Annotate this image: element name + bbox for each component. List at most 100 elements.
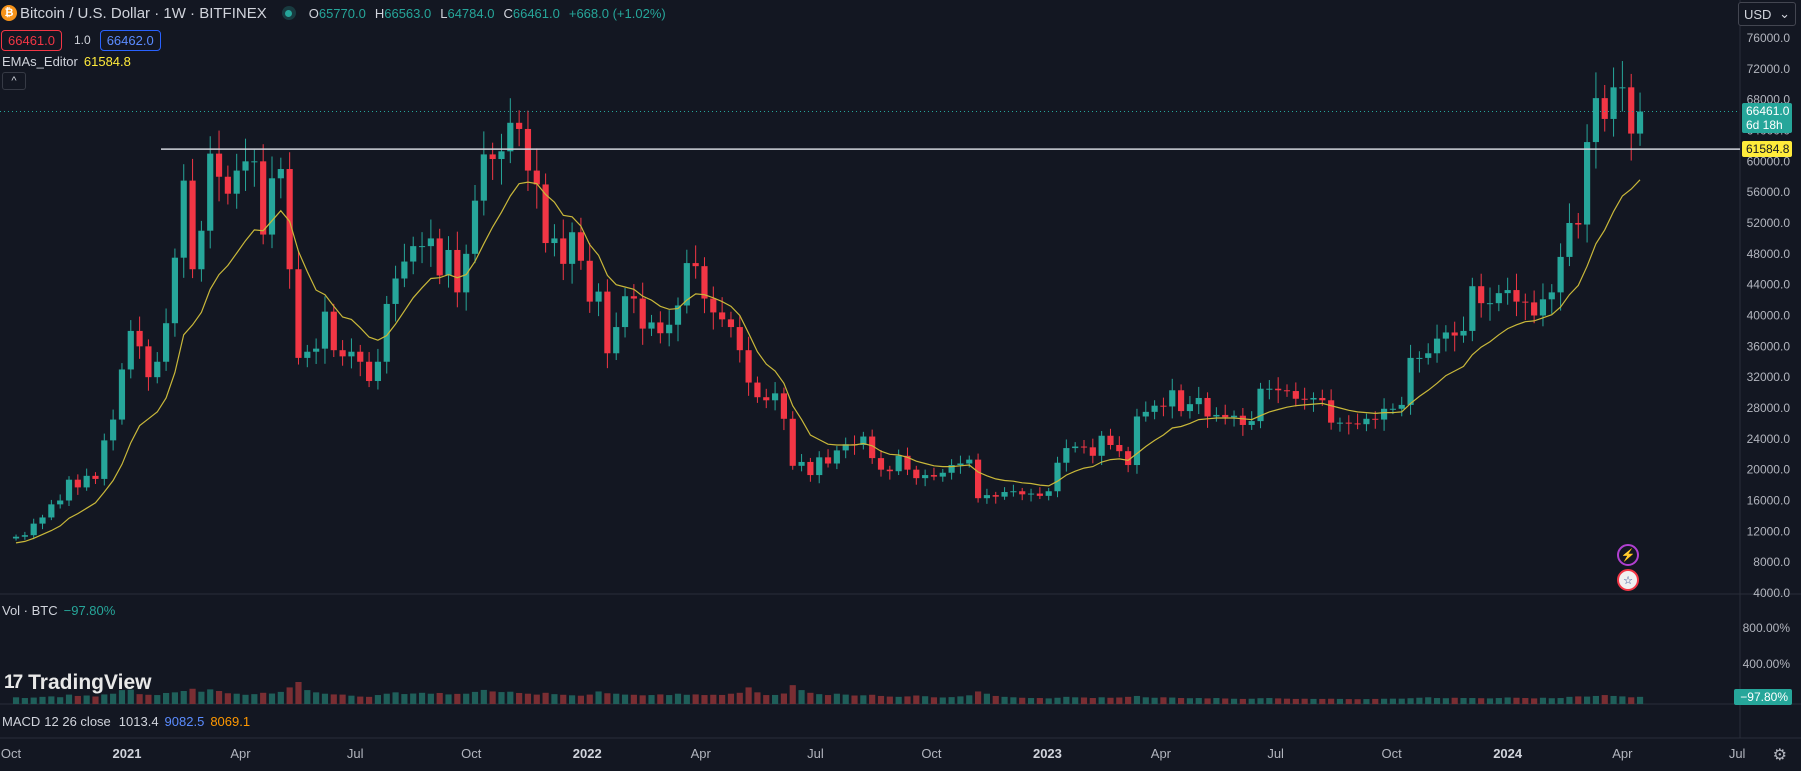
lightning-icon[interactable]: ⚡ [1617, 544, 1639, 566]
volume-bar [295, 682, 302, 704]
price-tick-label: 52000.0 [1747, 216, 1791, 230]
candle-body [480, 154, 487, 201]
close-label: C [503, 5, 513, 21]
sell-button[interactable]: 66461.0 [1, 29, 62, 51]
volume-bar [57, 697, 64, 704]
candle-body [1239, 415, 1246, 425]
volume-bar [674, 693, 682, 704]
volume-bar [922, 696, 929, 704]
time-axis-label: Jul [347, 746, 364, 761]
candle-body [1380, 408, 1388, 420]
candle-body [1372, 418, 1379, 420]
volume-bar [242, 694, 249, 704]
candle-body [1478, 286, 1485, 304]
volume-bar [286, 687, 293, 704]
candle-body [101, 440, 108, 479]
volume-bar [639, 695, 646, 704]
volume-bar [939, 697, 946, 704]
macd-legend[interactable]: MACD 12 26 close 1013.4 9082.5 8069.1 [2, 714, 250, 729]
symbol-title[interactable]: Bitcoin / U.S. Dollar · 1W · BITFINEX [20, 4, 267, 22]
volume-bar [613, 693, 620, 704]
candle-body [365, 361, 373, 382]
candle-body [1531, 302, 1538, 316]
ohlc-values: O65770.0 H66563.0 L64784.0 C66461.0 +668… [309, 6, 666, 21]
candle-body [1539, 299, 1547, 316]
candle-body [498, 151, 505, 160]
gear-icon[interactable]: ⚙ [1772, 747, 1787, 764]
volume-bar [930, 697, 938, 704]
volume-bar [904, 696, 911, 704]
volume-bar [1636, 696, 1644, 704]
volume-bar [533, 694, 540, 704]
volume-bar [260, 692, 267, 704]
volume-bar [877, 695, 885, 704]
candle-body [1089, 447, 1096, 456]
volume-bar [1169, 697, 1176, 704]
candle-body [1036, 493, 1043, 496]
candle-body [1354, 423, 1361, 425]
volume-bar [1460, 698, 1467, 704]
candle-body [171, 257, 179, 324]
candle-body [507, 122, 514, 152]
volume-bar [12, 697, 20, 704]
market-status-icon[interactable] [281, 6, 296, 20]
time-axis-label: Oct [461, 746, 482, 761]
tradingview-logo-text: TradingView [28, 671, 152, 694]
price-tick-label: 60000.0 [1747, 154, 1791, 168]
candle-body [286, 169, 293, 270]
volume-legend[interactable]: Vol · BTC −97.80% [2, 603, 115, 618]
candle-body [357, 351, 364, 362]
time-axis-label: Apr [230, 746, 251, 761]
volume-bar [1019, 697, 1026, 704]
volume-bar [1539, 697, 1547, 704]
candle-body [630, 296, 637, 299]
candle-body [445, 249, 452, 276]
candle-body [1407, 357, 1414, 405]
volume-bar [207, 689, 214, 704]
volume-bar [1628, 697, 1635, 704]
candle-body [922, 475, 929, 479]
symbol-legend[interactable]: ₿ Bitcoin / U.S. Dollar · 1W · BITFINEX … [0, 0, 666, 26]
axis-layer: 76000.072000.068000.064000.060000.056000… [1, 31, 1790, 761]
candle-body [692, 263, 699, 267]
candle-body [1433, 338, 1441, 354]
volume-bar [339, 694, 346, 704]
candle-body [860, 436, 867, 445]
candle-body [1019, 491, 1026, 495]
volume-bar [162, 692, 170, 704]
buy-button[interactable]: 66462.0 [99, 29, 161, 51]
time-axis-label: Oct [1, 746, 22, 761]
currency-select[interactable]: USD ⌄ [1738, 2, 1796, 26]
tradingview-logo[interactable]: 17 TradingView [4, 671, 151, 695]
collapse-legend-button[interactable]: ^ [2, 72, 26, 90]
candle-body [471, 200, 479, 254]
time-axis-label: Oct [1382, 746, 1403, 761]
volume-bar [842, 694, 849, 704]
volume-bar [1266, 698, 1273, 704]
candle-body [824, 457, 832, 464]
time-axis-label: Apr [691, 746, 712, 761]
volume-bar [1160, 697, 1167, 704]
candle-body [1522, 301, 1529, 303]
volume-bar [1248, 698, 1255, 704]
us-flag-icon[interactable]: ☆ [1617, 569, 1639, 591]
volume-bar [516, 692, 523, 704]
volume-bar [471, 691, 479, 704]
volume-bar [577, 695, 585, 704]
ema-indicator-legend[interactable]: EMAs_Editor 61584.8 [2, 54, 131, 69]
volume-bar [983, 693, 991, 704]
quantity-value[interactable]: 1.0 [74, 33, 91, 47]
volume-tick-label: 400.00% [1743, 657, 1791, 671]
candle-body [1469, 286, 1476, 331]
candle-body [1425, 353, 1432, 358]
volume-bar [410, 693, 417, 704]
volume-bar [1063, 696, 1070, 704]
volume-bar [418, 692, 426, 704]
price-tick-label: 32000.0 [1747, 370, 1791, 384]
time-axis-label: Jul [1267, 746, 1284, 761]
candle-body [1160, 405, 1167, 407]
price-tick-label: 40000.0 [1747, 309, 1791, 323]
volume-bar [630, 694, 637, 704]
